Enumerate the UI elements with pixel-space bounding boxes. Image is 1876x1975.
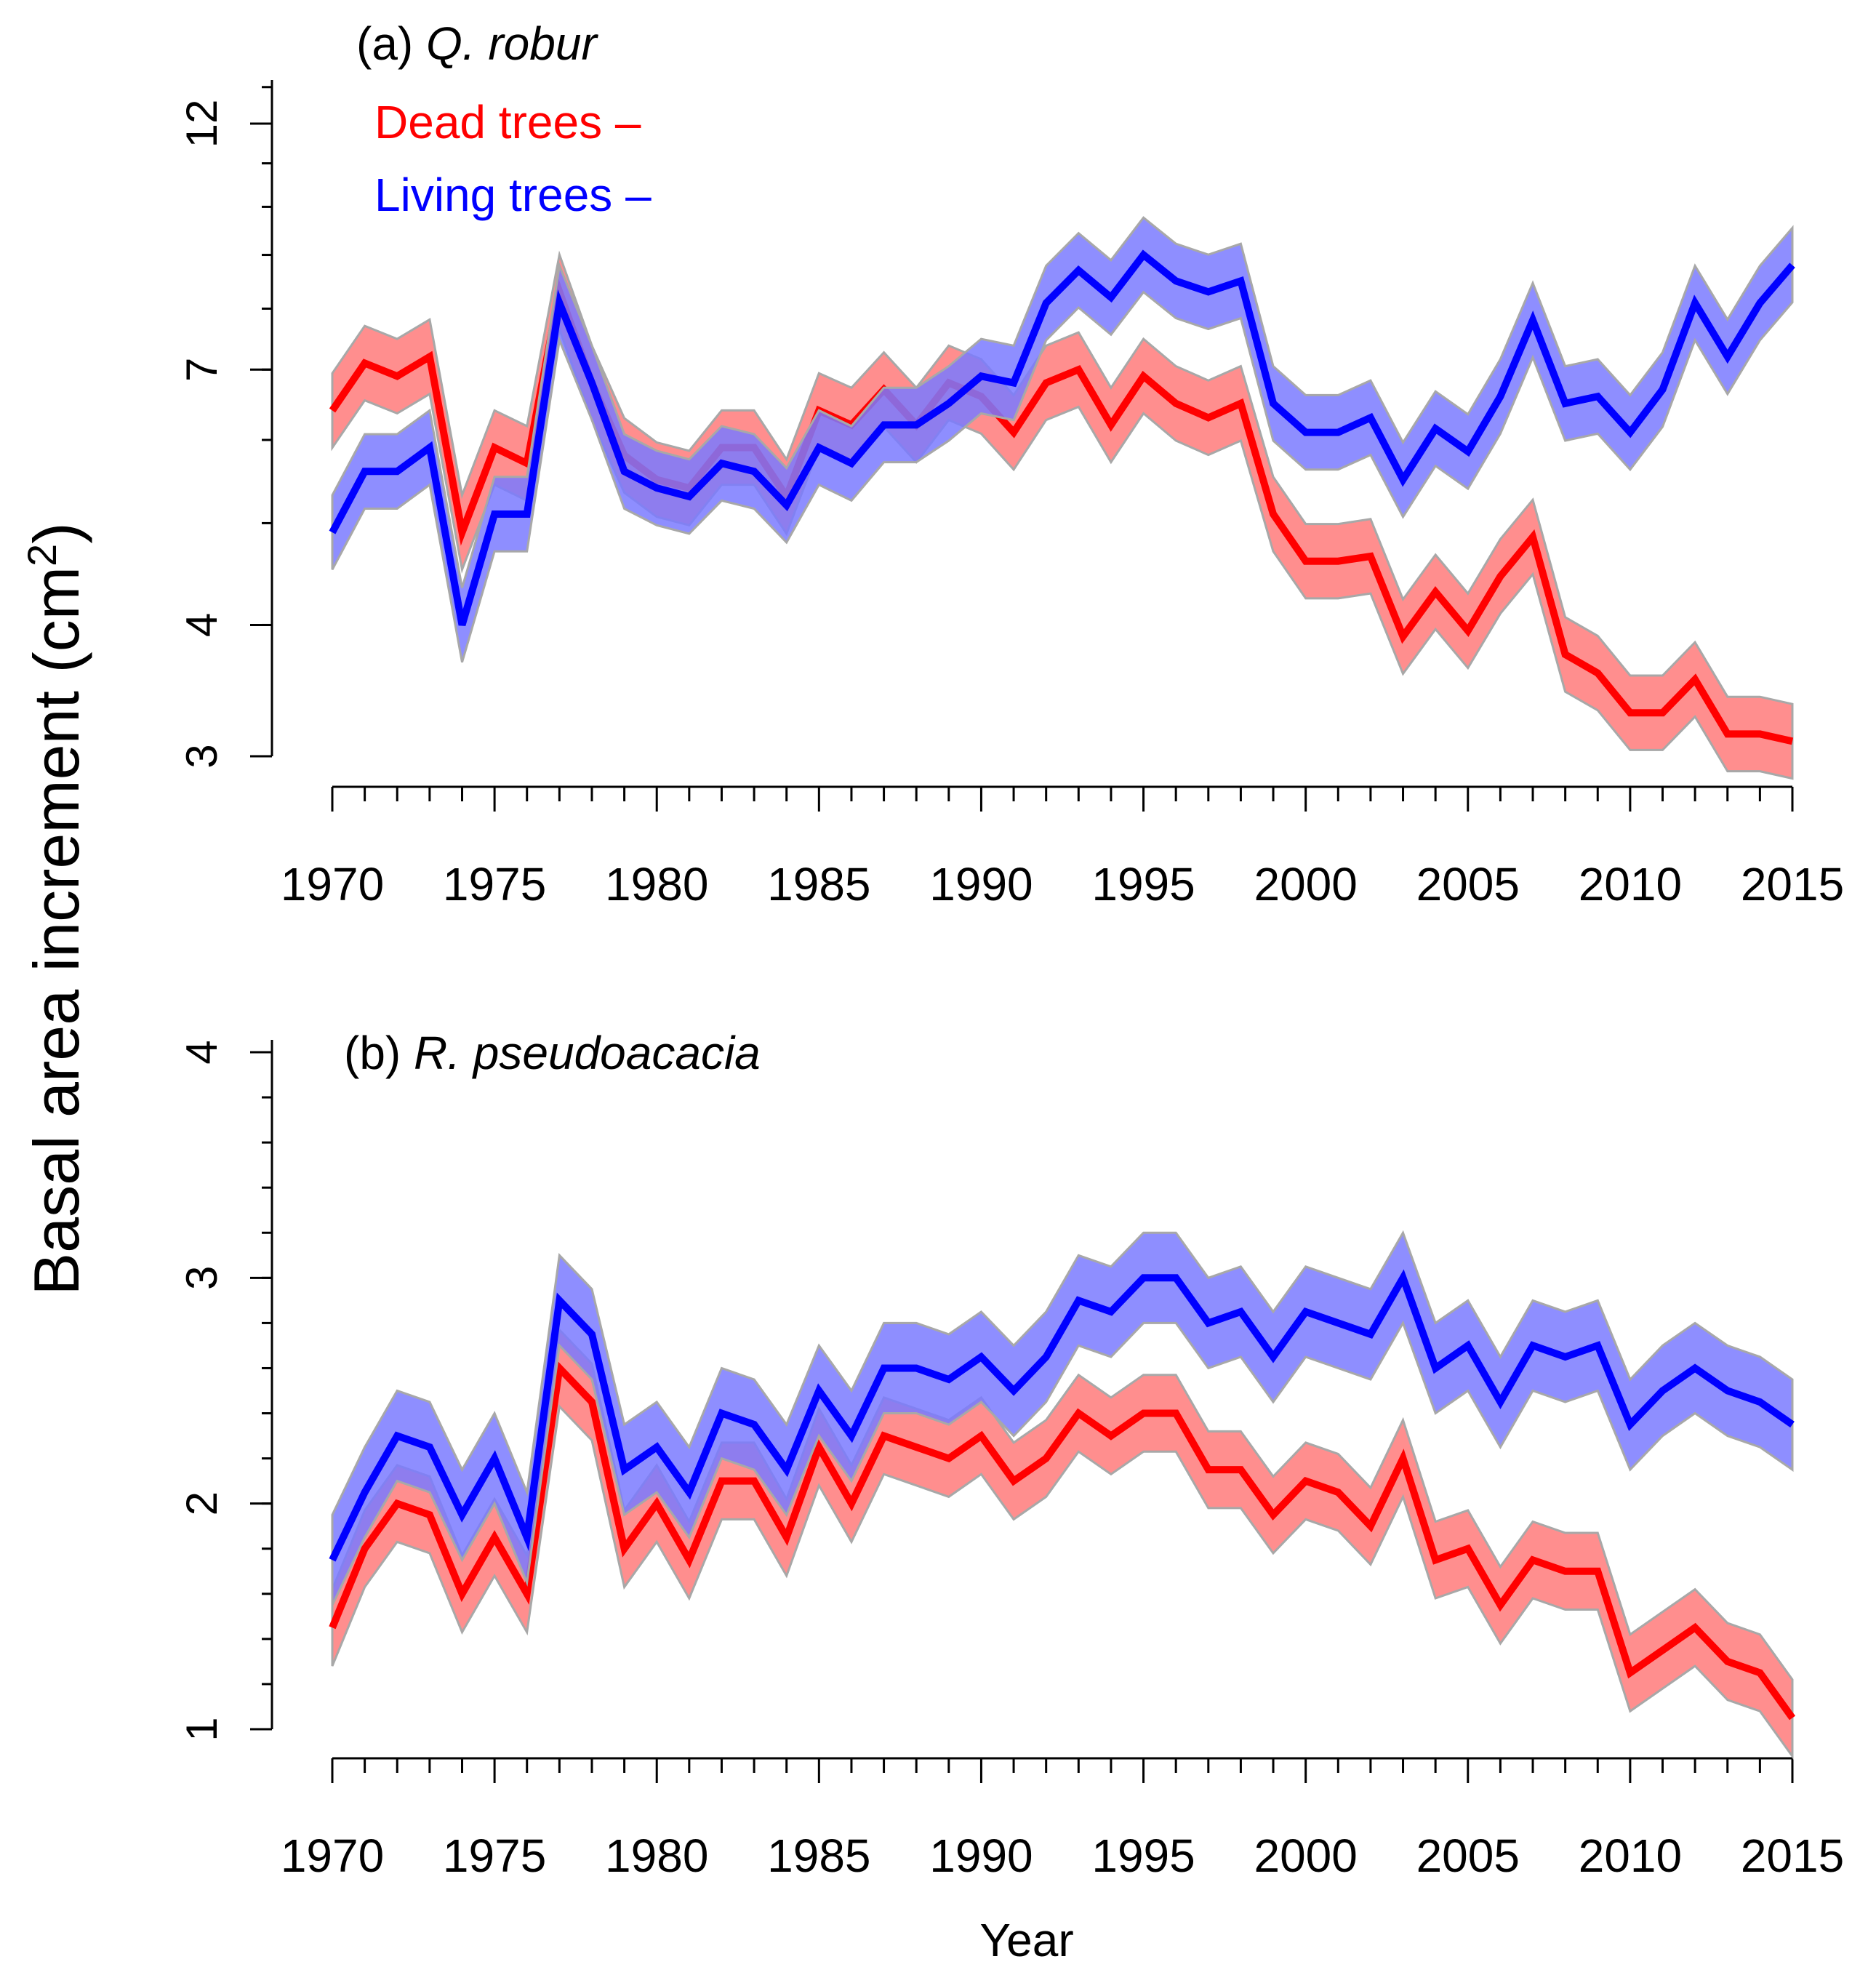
x-tick-label: 1980 xyxy=(605,858,708,910)
x-tick-label: 1990 xyxy=(929,1830,1033,1882)
x-tick-label: 2005 xyxy=(1416,1830,1520,1882)
x-tick-label: 1975 xyxy=(443,858,546,910)
x-tick-label: 2010 xyxy=(1579,858,1682,910)
y-tick-label: 12 xyxy=(177,100,226,148)
x-tick-label: 2015 xyxy=(1741,1830,1844,1882)
x-tick-label: 1970 xyxy=(281,858,384,910)
panel-title-species: R. pseudoacacia xyxy=(414,1027,761,1079)
x-tick-label: 2000 xyxy=(1254,1830,1357,1882)
x-tick-label: 1970 xyxy=(281,1830,384,1882)
panel-title: (b) R. pseudoacacia xyxy=(344,1027,761,1079)
y-tick-label: 2 xyxy=(177,1491,226,1515)
panel-title-species: Q. robur xyxy=(426,17,598,70)
panel-b: 1 2 3 4 1970 1975 1980 1985 1990 1995 2000 2005 2010… xyxy=(177,1027,1844,1882)
y-tick-label: 4 xyxy=(177,613,226,637)
x-tick-label: 1980 xyxy=(605,1830,708,1882)
y-axis-label: Basal area increment (cm2) xyxy=(19,522,93,1295)
x-tick-label: 1995 xyxy=(1091,1830,1195,1882)
legend-dead-trees: Dead trees – xyxy=(374,96,641,148)
living-trees-line xyxy=(329,249,1795,626)
x-axis-label: Year xyxy=(979,1914,1073,1966)
legend-living-trees: Living trees – xyxy=(374,169,652,221)
y-tick-label: 3 xyxy=(177,744,226,768)
x-tick-label: 2015 xyxy=(1741,858,1844,910)
x-tick-label: 2005 xyxy=(1416,858,1520,910)
panel-title: (a) Q. robur xyxy=(356,17,598,70)
x-tick-label: 1985 xyxy=(767,1830,870,1882)
x-tick-label: 2000 xyxy=(1254,858,1357,910)
y-tick-label: 1 xyxy=(177,1717,226,1741)
dead-trees-line xyxy=(329,1360,1796,1720)
panel-a: 3 4 7 12 1970 1975 1980 1985 1990 1995 2000 2005 201… xyxy=(177,17,1844,910)
living-trees-line xyxy=(329,1269,1795,1562)
x-tick-label: 1975 xyxy=(443,1830,546,1882)
y-tick-label: 4 xyxy=(177,1040,226,1064)
y-tick-label: 7 xyxy=(177,358,226,382)
x-tick-label: 1990 xyxy=(929,858,1033,910)
x-tick-label: 2010 xyxy=(1579,1830,1682,1882)
y-tick-label: 3 xyxy=(177,1266,226,1290)
living-trees-confidence-band xyxy=(331,1230,1794,1606)
panel-title-prefix: (a) xyxy=(356,17,426,70)
living-trees-confidence-band xyxy=(331,216,1794,663)
panel-title-prefix: (b) xyxy=(344,1027,414,1079)
x-tick-label: 1995 xyxy=(1091,858,1195,910)
x-tick-label: 1985 xyxy=(767,858,870,910)
y-axis-label-superscript: 2 xyxy=(19,544,65,566)
